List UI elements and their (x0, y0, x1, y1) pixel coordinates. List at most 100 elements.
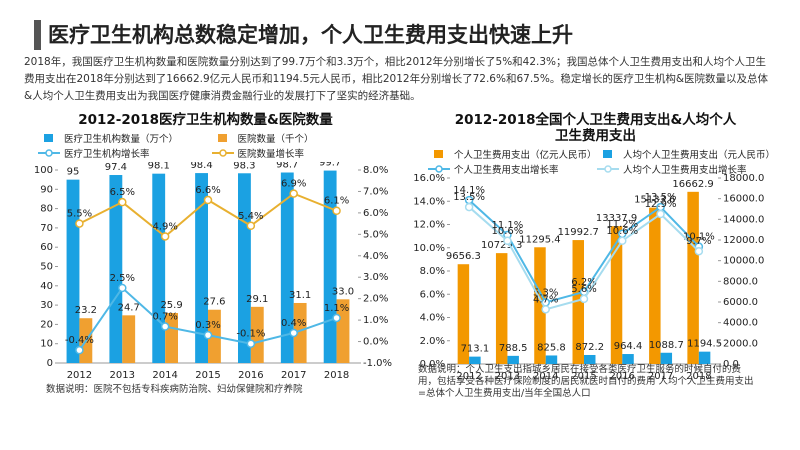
tick-label: 6.0% (420, 289, 445, 300)
marker (160, 322, 170, 331)
tick-label: 8.0% (363, 165, 388, 176)
legend-swatch (428, 165, 450, 173)
data-label: 2.5% (110, 273, 135, 284)
x-tick-label: 2013 (495, 371, 520, 382)
data-label: 98.1 (148, 162, 170, 172)
legend-swatch (38, 149, 60, 157)
slide-title: 医疗卫生机构总数稳定增加，个人卫生费用支出快速上升 (48, 23, 573, 47)
x-tick-label: 2014 (533, 371, 558, 382)
data-label: 13337.9 (596, 213, 637, 224)
data-label: -0.1% (236, 329, 265, 340)
tick-label: 10.0% (413, 243, 445, 254)
tick-label: 50 (40, 262, 53, 273)
data-label: 6.9% (281, 179, 306, 190)
tick-label: 6000.0 (723, 297, 758, 308)
data-label: 6.5% (110, 187, 135, 198)
x-tick-label: 2015 (195, 370, 220, 381)
bar (152, 173, 166, 363)
tick-label: 40 (40, 281, 53, 292)
data-label: 10.6% (606, 226, 638, 237)
tick-label: 0.0% (420, 359, 445, 370)
data-label: 29.1 (246, 294, 268, 305)
data-label: -0.4% (65, 335, 94, 346)
marker (656, 209, 665, 219)
tick-label: 10000.0 (723, 256, 764, 267)
data-label: 99.7 (319, 162, 341, 169)
tick-label: 14000.0 (723, 214, 764, 225)
legend-label: 医院数量增长率 (237, 149, 305, 160)
legend-label: 个人卫生费用支出（亿元人民币） (454, 150, 597, 161)
data-label: 0.3% (195, 320, 220, 331)
bar (109, 175, 123, 363)
tick-label: 5.0% (363, 229, 388, 240)
tick-label: 12.0% (413, 220, 445, 231)
legend-item: 医院数量（千个） (212, 131, 386, 145)
tick-label: 20 (40, 319, 53, 330)
data-label: 1.1% (324, 303, 349, 314)
bar (457, 264, 470, 364)
marker (541, 305, 550, 314)
x-tick-label: 2015 (571, 371, 596, 382)
data-label: 24.7 (118, 302, 140, 313)
data-label: 6.6% (195, 185, 220, 196)
data-label: 10.6% (492, 226, 524, 237)
data-label: 9656.3 (446, 251, 481, 262)
data-label: 5.4% (238, 211, 263, 222)
data-label: 98.4 (190, 162, 212, 171)
x-tick-label: 2016 (610, 371, 635, 382)
legend-box (44, 134, 53, 142)
legend-box (217, 134, 227, 142)
tick-label: 60 (40, 242, 53, 253)
data-label: 0.4% (281, 318, 306, 329)
marker (246, 221, 256, 231)
data-label: 95 (67, 167, 80, 178)
data-label: 788.5 (499, 343, 528, 354)
legend-item: 医疗卫生机构数量（万个） (38, 131, 212, 145)
data-label: 11.1% (492, 220, 524, 231)
legend: 个人卫生费用支出（亿元人民币） 人均个人卫生费用支出（元人民币） 个人卫生费用支出增… (428, 147, 775, 176)
bar (610, 226, 623, 364)
data-label: 15133.6 (634, 195, 675, 206)
x-tick-label: 2018 (686, 371, 711, 382)
marker (203, 195, 213, 205)
legend-dot (604, 165, 612, 173)
bar (495, 253, 508, 364)
bar (698, 351, 711, 364)
data-label: 1194.5 (687, 339, 722, 350)
marker (289, 189, 298, 198)
legend-dot (45, 149, 53, 157)
data-label: 5.3% (533, 287, 558, 298)
tick-label: 8.0% (420, 266, 445, 277)
legend: 医疗卫生机构数量（万个） 医院数量（千个） 医疗卫生机构增长率 医院数量增长率 (38, 131, 385, 160)
marker (694, 246, 704, 256)
legend-label: 人均个人卫生费用支出增长率 (622, 165, 747, 176)
tick-label: 1.0% (363, 315, 388, 326)
tick-label: 0.0 (723, 359, 739, 370)
bar (507, 355, 519, 364)
legend-item: 个人卫生费用支出（亿元人民币） (428, 147, 597, 161)
tick-label: 2.0% (363, 294, 388, 305)
tick-label: 4.0% (363, 251, 388, 262)
marker (579, 294, 589, 304)
tick-label: 2000.0 (723, 338, 758, 349)
bar (195, 173, 208, 363)
bar (323, 170, 337, 363)
x-tick-label: 2013 (110, 370, 135, 381)
data-label: 872.2 (575, 342, 604, 353)
tick-label: 90 (40, 184, 53, 195)
marker (118, 197, 127, 207)
note: 数据说明：个人卫生支出指城乡居民在接受各类医疗卫生服务的时候自付的费用，包括享受… (418, 364, 754, 399)
marker (246, 339, 256, 348)
marker (75, 345, 84, 355)
bar (660, 352, 673, 364)
bar (584, 354, 596, 364)
data-label: 1088.7 (649, 340, 684, 351)
legend-item: 个人卫生费用支出增长率 (428, 162, 597, 176)
x-tick-label: 2016 (238, 370, 263, 381)
legend-item: 医疗卫生机构增长率 (38, 146, 212, 160)
marker (203, 330, 213, 340)
plot: 0.0% 2.0% 4.0% 6.0% 8.0% 10.0% 12.0% 14.0% 16.0%… (413, 173, 764, 382)
tick-label: 12000.0 (723, 235, 764, 246)
data-label: 13.5% (453, 192, 485, 203)
